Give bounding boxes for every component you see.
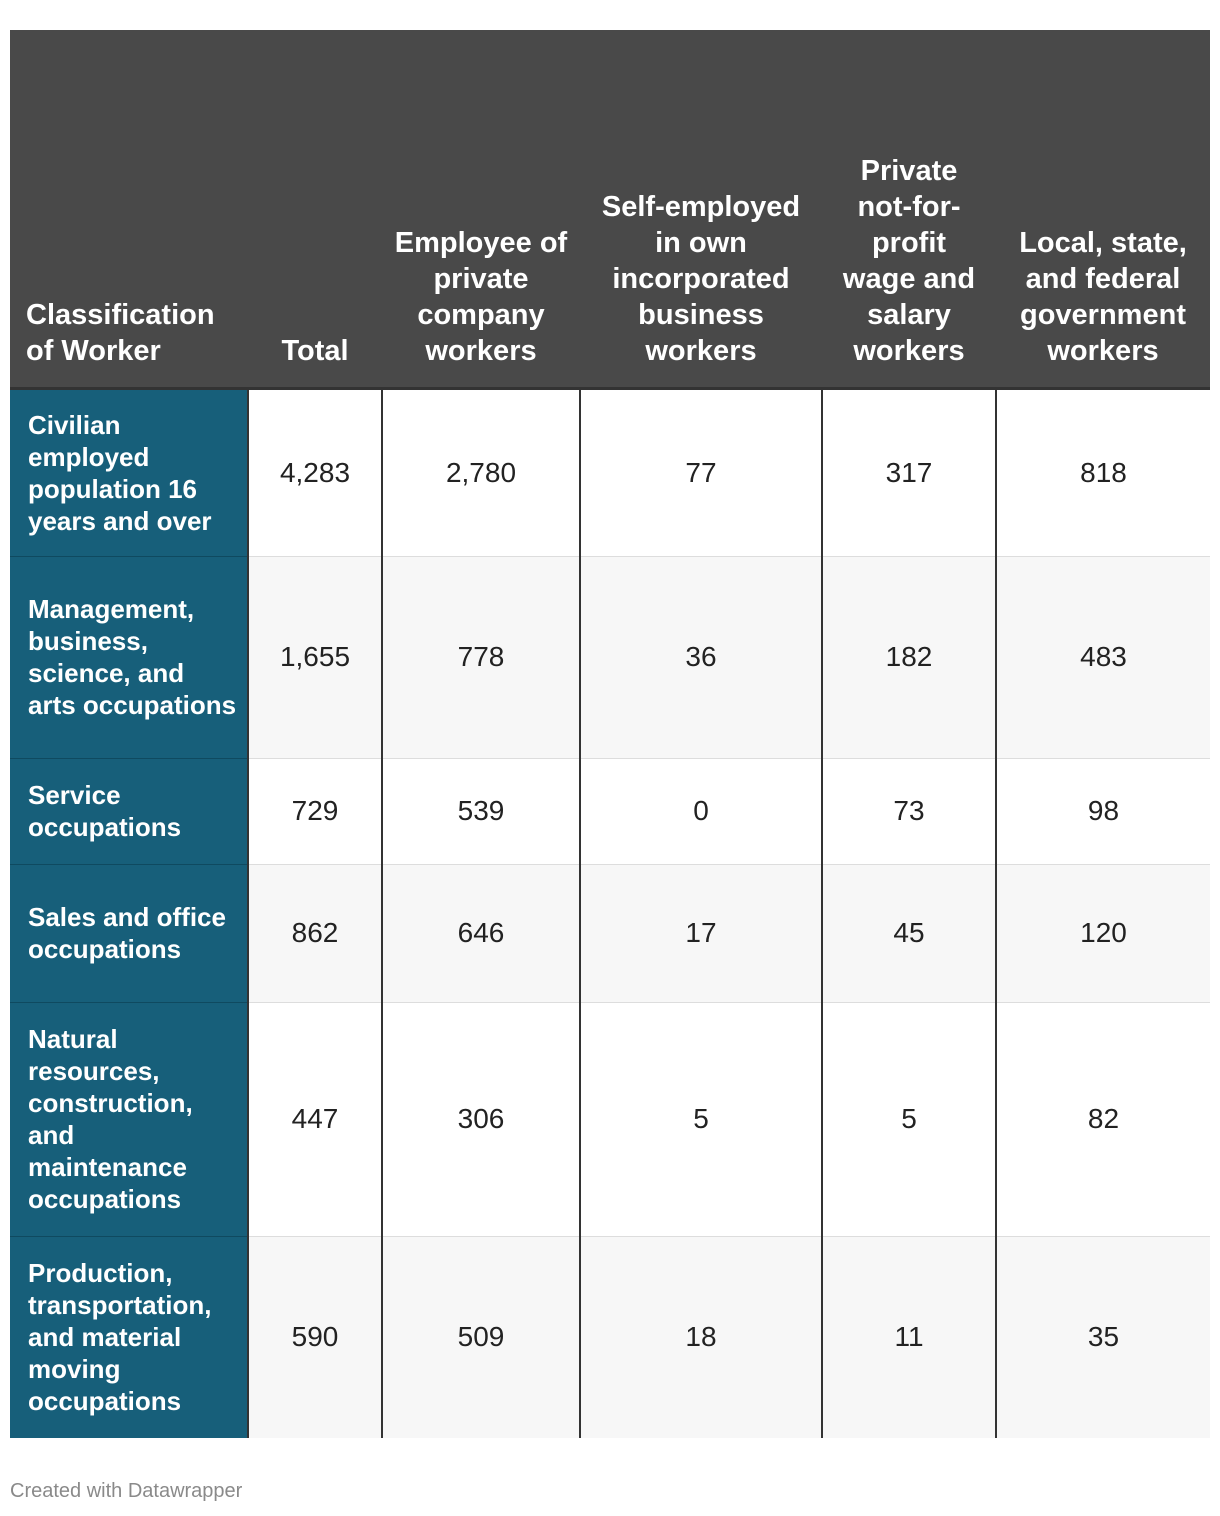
government-cell: 98 [995,758,1210,865]
column-header-not-for-profit[interactable]: Private not-for-profit wage and salary w… [822,30,996,390]
table-row: Service occupations 729 539 0 73 98 [10,758,1210,865]
not-for-profit-cell: 73 [821,758,996,865]
government-cell: 82 [995,1002,1210,1237]
government-cell: 818 [995,388,1210,557]
private-company-cell: 539 [381,758,580,865]
government-cell: 483 [995,556,1210,759]
self-employed-cell: 77 [579,388,822,557]
private-company-cell: 509 [381,1236,580,1438]
not-for-profit-cell: 11 [821,1236,996,1438]
private-company-cell: 2,780 [381,388,580,557]
column-header-classification[interactable]: Classification of Worker [10,30,248,390]
table-row: Sales and office occupations 862 646 17 45 12… [10,864,1210,1003]
column-header-self-employed[interactable]: Self-employed in own incorporated busine… [580,30,822,390]
government-cell: 35 [995,1236,1210,1438]
row-label: Sales and office occupations [10,864,248,1003]
private-company-cell: 646 [381,864,580,1003]
data-table: Classification of Worker Total Employee … [10,30,1210,1438]
self-employed-cell: 17 [579,864,822,1003]
column-header-government[interactable]: Local, state, and federal government wor… [996,30,1210,390]
self-employed-cell: 0 [579,758,822,865]
table-row: Management, business, science, and arts … [10,556,1210,759]
not-for-profit-cell: 45 [821,864,996,1003]
self-employed-cell: 18 [579,1236,822,1438]
column-header-total[interactable]: Total [248,30,382,390]
private-company-cell: 306 [381,1002,580,1237]
table-row: Natural resources, construction, and mai… [10,1002,1210,1237]
row-label: Natural resources, construction, and mai… [10,1002,248,1237]
row-label: Service occupations [10,758,248,865]
table-row: Civilian employed population 16 years an… [10,388,1210,557]
total-cell: 447 [247,1002,382,1237]
footer-credit: Created with Datawrapper [10,1480,243,1502]
self-employed-cell: 36 [579,556,822,759]
private-company-cell: 778 [381,556,580,759]
government-cell: 120 [995,864,1210,1003]
table-header: Classification of Worker Total Employee … [10,30,1210,390]
column-header-private-company[interactable]: Employee of private company workers [382,30,580,390]
table-row: Production, transportation, and material… [10,1236,1210,1438]
total-cell: 862 [247,864,382,1003]
header-row: Classification of Worker Total Employee … [10,30,1210,390]
self-employed-cell: 5 [579,1002,822,1237]
row-label: Management, business, science, and arts … [10,556,248,759]
row-label: Civilian employed population 16 years an… [10,388,248,557]
total-cell: 1,655 [247,556,382,759]
total-cell: 729 [247,758,382,865]
not-for-profit-cell: 182 [821,556,996,759]
not-for-profit-cell: 317 [821,388,996,557]
total-cell: 4,283 [247,388,382,557]
total-cell: 590 [247,1236,382,1438]
table-body: Civilian employed population 16 years an… [10,388,1210,1438]
not-for-profit-cell: 5 [821,1002,996,1237]
row-label: Production, transportation, and material… [10,1236,248,1438]
data-table-container: Classification of Worker Total Employee … [10,30,1210,1438]
